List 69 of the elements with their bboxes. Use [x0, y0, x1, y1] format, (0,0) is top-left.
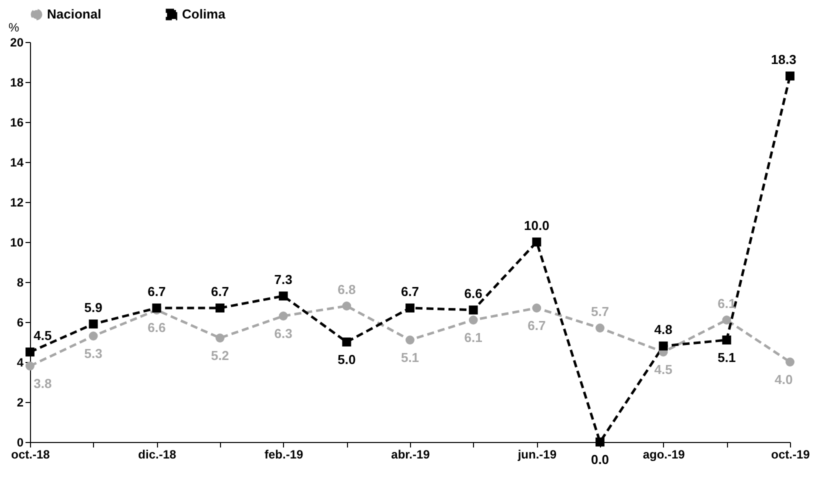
- y-tick-label: 6: [16, 316, 24, 330]
- point: [216, 334, 224, 342]
- y-tick-label: 12: [10, 196, 24, 210]
- point: [406, 336, 414, 344]
- data-label: 5.7: [590, 304, 610, 319]
- data-label: 6.6: [464, 286, 482, 301]
- point: [786, 358, 794, 366]
- data-label: 5.1: [400, 350, 420, 365]
- y-tick-label: 0: [16, 436, 24, 450]
- y-tick-label: 18: [10, 76, 24, 90]
- point: [278, 312, 288, 320]
- y-tick-label: 20: [10, 36, 24, 50]
- x-tick-label: ago.-19: [642, 448, 686, 462]
- data-label: 5.9: [84, 300, 102, 315]
- data-label: 5.3: [84, 346, 102, 361]
- point: [26, 362, 34, 370]
- y-tick-label: 8: [16, 276, 24, 290]
- x-tick-label: jun.-19: [516, 448, 557, 462]
- data-label: 4.8: [654, 322, 672, 337]
- point: [596, 324, 604, 332]
- legend-label: Nacional: [47, 6, 102, 22]
- point: [26, 348, 34, 356]
- point: [658, 342, 668, 350]
- data-label: 4.5: [34, 328, 52, 343]
- point: [342, 338, 352, 346]
- x-tick-label: dic.-18: [138, 448, 176, 462]
- x-tick-label: abr.-19: [391, 448, 430, 462]
- point: [596, 438, 604, 446]
- data-label: 6.1: [464, 330, 482, 345]
- y-tick-label: 16: [10, 116, 24, 130]
- point: [88, 332, 98, 340]
- legend-label: Colima: [182, 6, 226, 22]
- data-label: 6.3: [274, 326, 292, 341]
- data-label: 4.5: [654, 362, 672, 377]
- point: [468, 316, 478, 324]
- point: [406, 304, 414, 312]
- y-tick-label: 14: [10, 156, 24, 170]
- data-label: 0.0: [590, 452, 610, 467]
- point: [342, 302, 352, 310]
- x-tick-label: oct.-18: [11, 448, 50, 462]
- data-label: 5.0: [338, 352, 356, 367]
- data-label: 5.1: [718, 350, 736, 365]
- data-label: 6.7: [210, 284, 230, 299]
- point: [532, 304, 542, 312]
- data-label: 6.7: [148, 284, 166, 299]
- data-label: 6.8: [338, 282, 356, 297]
- data-label: 7.3: [274, 272, 292, 287]
- point: [216, 304, 224, 312]
- y-axis-title: %: [8, 20, 20, 34]
- y-tick-label: 4: [16, 356, 24, 370]
- data-label: 3.8: [34, 376, 52, 391]
- point: [88, 320, 98, 328]
- point: [722, 336, 732, 344]
- data-label: 5.2: [210, 348, 230, 363]
- point: [468, 306, 478, 314]
- data-label: 6.6: [148, 320, 166, 335]
- x-tick-label: feb.-19: [264, 448, 304, 462]
- y-tick-label: 2: [16, 396, 24, 410]
- point: [722, 316, 732, 324]
- point: [532, 238, 542, 246]
- data-label: 10.0: [524, 218, 550, 233]
- y-tick-label: 10: [10, 236, 24, 250]
- data-label: 18.3: [771, 52, 796, 67]
- x-tick-label: oct.-19: [771, 448, 810, 462]
- point: [786, 72, 794, 80]
- point: [278, 292, 288, 300]
- data-label: 6.7: [400, 284, 420, 299]
- data-label: 6.7: [528, 318, 546, 333]
- data-label: 4.0: [774, 372, 793, 387]
